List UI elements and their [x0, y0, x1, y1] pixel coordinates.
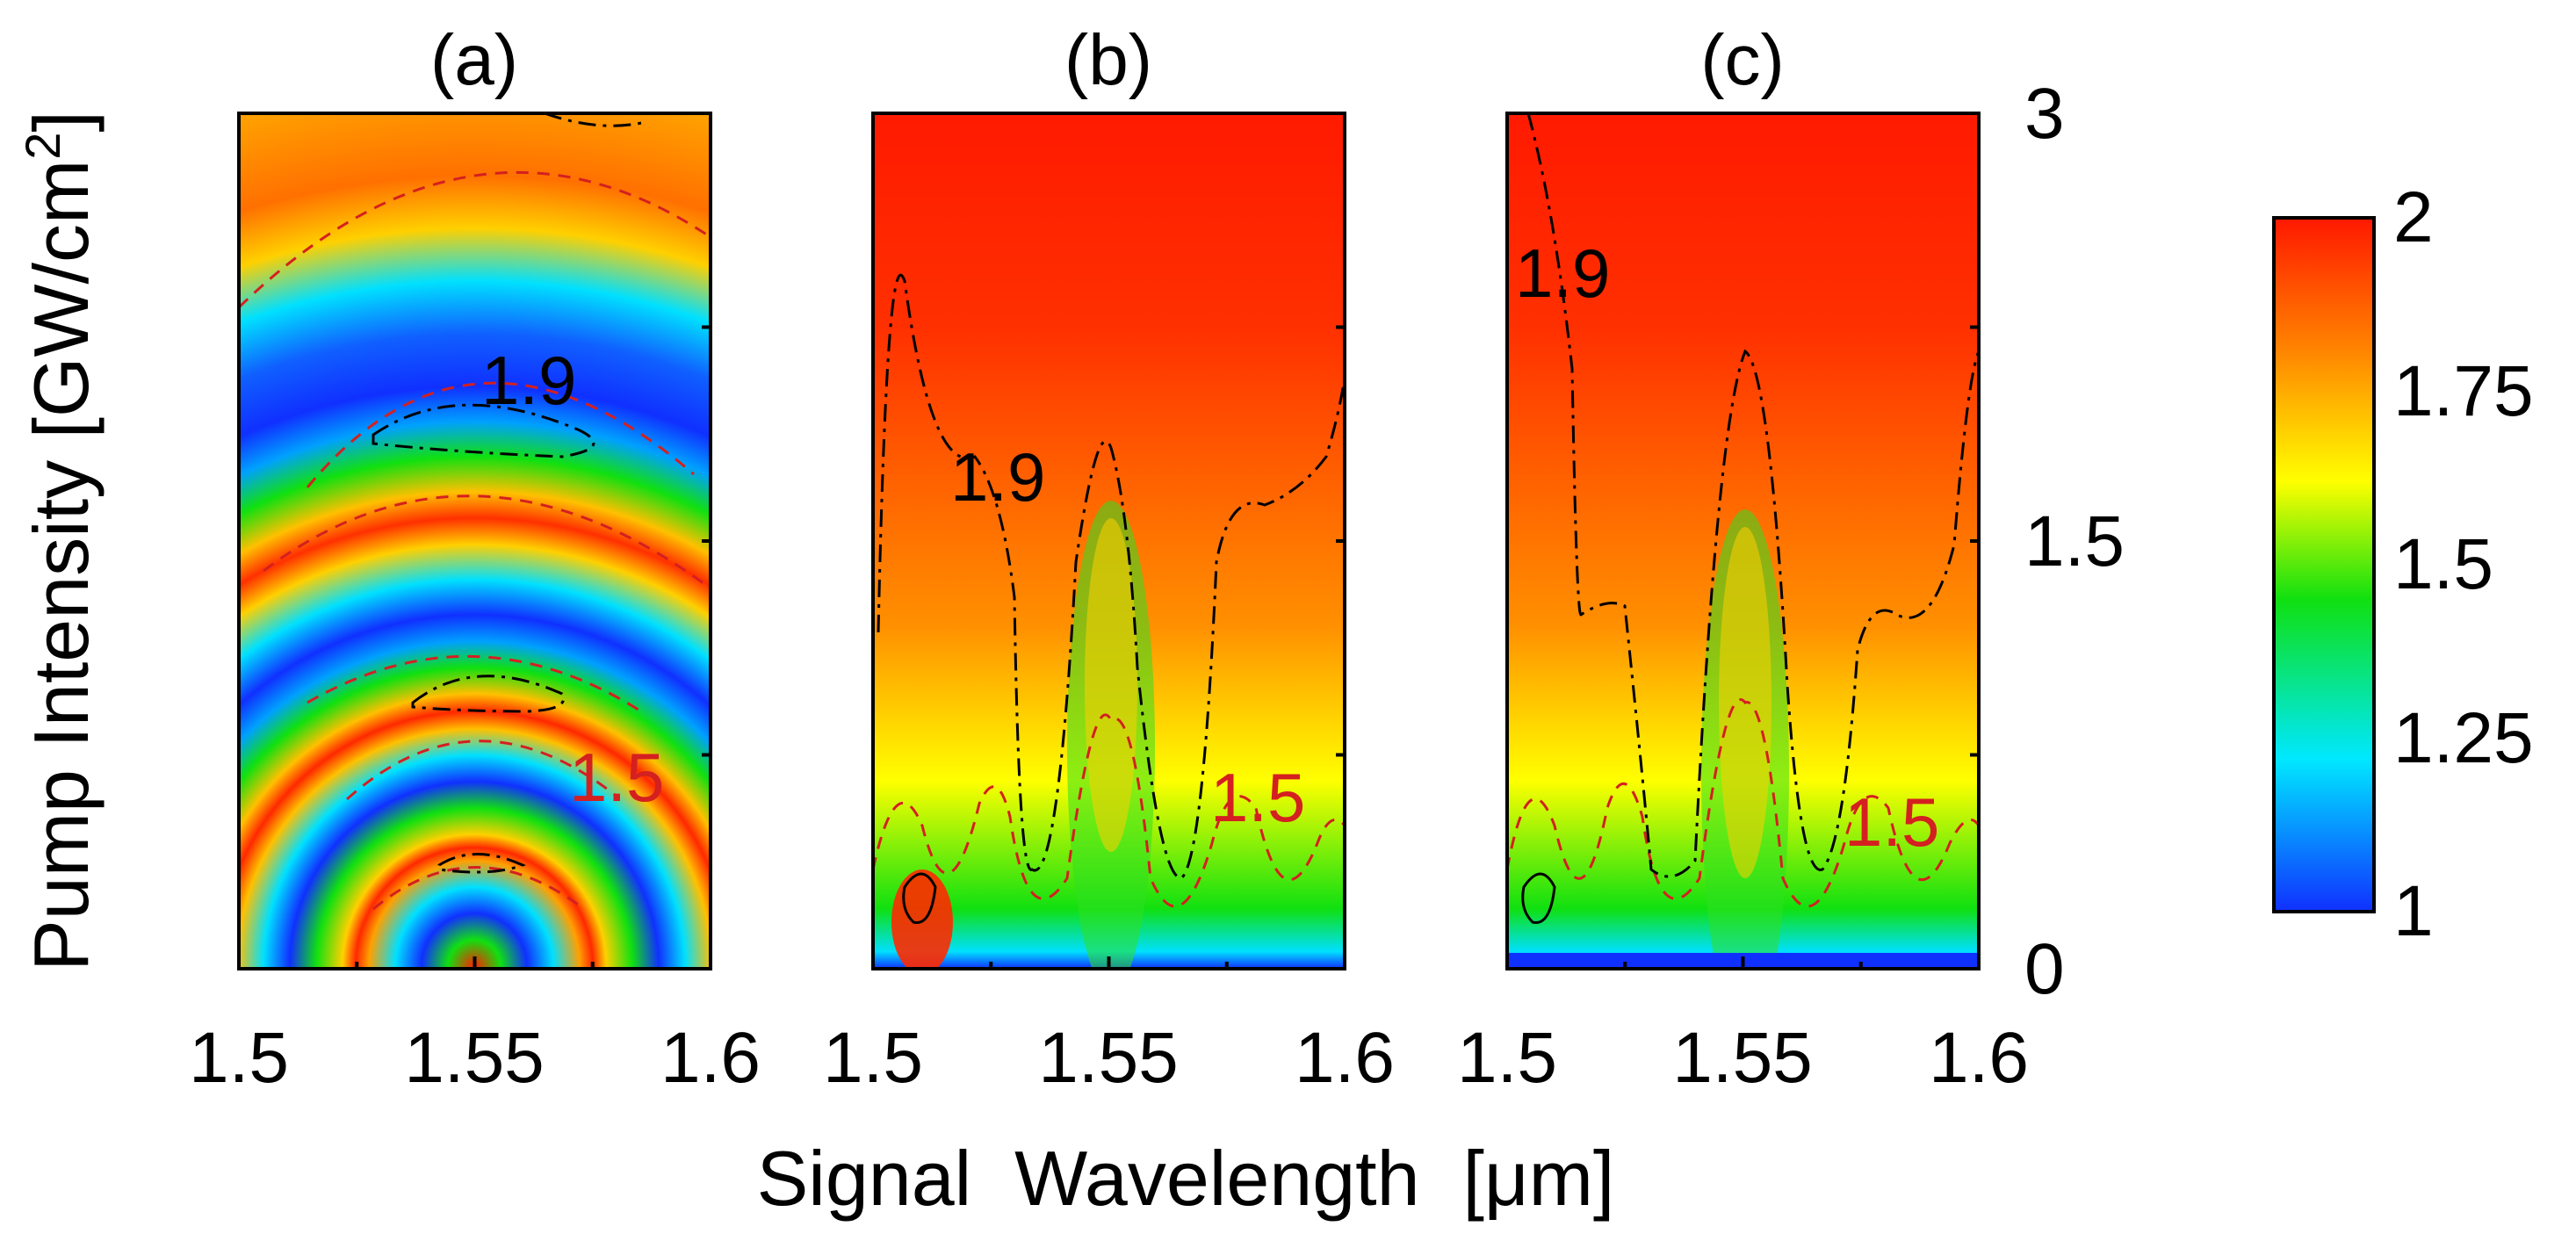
panel-b-xtick-1.55: 1.55 [1038, 1018, 1179, 1098]
panel-b-contour-1.5 [873, 713, 1345, 908]
panel-b-title: (b) [1064, 20, 1152, 100]
panel-a-ticks [237, 112, 712, 970]
panel-c-ytick-3: 3 [2024, 74, 2065, 154]
panel-a-contour-1.5-6 [239, 170, 711, 309]
panel-b-contour-label-15: 1.5 [1210, 759, 1305, 836]
colorbar-tick-2: 2 [2393, 177, 2434, 257]
panel-b-xtick-1.5: 1.5 [823, 1018, 923, 1098]
panel-c-ticks [1505, 112, 1981, 970]
colorbar-tick-1.75: 1.75 [2393, 351, 2534, 431]
panel-a-contour-label-15: 1.5 [569, 739, 664, 816]
panel-c-contour-1.9-loop [1521, 872, 1556, 924]
x-axis-label: Signal Wavelength [μm] [757, 1135, 1615, 1222]
colorbar: 2 1.75 1.5 1.25 1 [2272, 177, 2534, 951]
panel-c-xtick-1.6: 1.6 [1929, 1018, 2029, 1098]
panel-b: 1.9 1.5 (b) 1.5 1.55 1.6 [823, 20, 1395, 1098]
panel-a: 1.9 1.5 (a) 1.5 1.55 1.6 [189, 20, 761, 1098]
panel-c-contour-label-19: 1.9 [1515, 234, 1610, 312]
panel-a-contour-1.5-1 [372, 866, 585, 911]
panel-c-ytick-1.5: 1.5 [2024, 501, 2125, 581]
colorbar-gradient [2272, 216, 2376, 913]
colorbar-tick-1.5: 1.5 [2393, 524, 2493, 604]
panel-b-green-column-1 [891, 869, 953, 969]
panel-c-contour-1.5 [1507, 698, 1979, 908]
panel-a-heatmap [239, 113, 711, 969]
y-axis-label: Pump Intensity [GW/cm2] [15, 111, 105, 971]
y-axis-label-end: ] [18, 111, 105, 132]
panel-c-xtick-1.55: 1.55 [1672, 1018, 1813, 1098]
panel-a-contour-1.5-2 [345, 740, 616, 801]
panel-a-contour-1.9-3 [437, 853, 526, 874]
panel-a-contour-1.5-3 [307, 654, 642, 713]
panel-a-xtick-1.5: 1.5 [189, 1018, 289, 1098]
colorbar-tick-1: 1 [2393, 871, 2434, 951]
panel-b-contour-1.9-loop [902, 872, 937, 924]
panel-c-title: (c) [1700, 20, 1785, 100]
panel-b-contour-1.9 [877, 273, 1345, 880]
panel-c-ytick-0: 0 [2024, 929, 2065, 1009]
panel-b-green-column-3 [1085, 518, 1137, 852]
panel-a-contour-1.9-4 [544, 113, 642, 127]
panel-a-contour-1.5-4 [263, 494, 711, 590]
panel-b-ticks [871, 112, 1346, 970]
y-axis-label-main: Pump Intensity [GW/cm [18, 160, 105, 971]
panel-a-contour-label-19: 1.9 [481, 342, 576, 419]
panel-c-xtick-1.5: 1.5 [1457, 1018, 1557, 1098]
panel-c-contour-1.9 [1526, 113, 1979, 878]
panel-a-contour-1.9-2 [411, 675, 566, 713]
colorbar-tick-1.25: 1.25 [2393, 698, 2534, 778]
panel-a-xtick-1.6: 1.6 [660, 1018, 761, 1098]
panel-a-contours [239, 113, 711, 911]
y-axis-label-sup: 2 [15, 133, 70, 160]
panel-a-contour-1.5-5 [306, 381, 695, 488]
panel-a-xtick-1.55: 1.55 [404, 1018, 545, 1098]
panel-a-title: (a) [430, 20, 518, 100]
panel-a-contour-1.9-1 [372, 403, 595, 458]
panel-c-contour-label-15: 1.5 [1844, 783, 1939, 861]
panel-b-contour-label-19: 1.9 [950, 438, 1045, 516]
panel-c: 1.9 1.5 (c) 1.5 1.55 1.6 3 1.5 0 [1457, 20, 2125, 1098]
panel-b-xtick-1.6: 1.6 [1295, 1018, 1395, 1098]
